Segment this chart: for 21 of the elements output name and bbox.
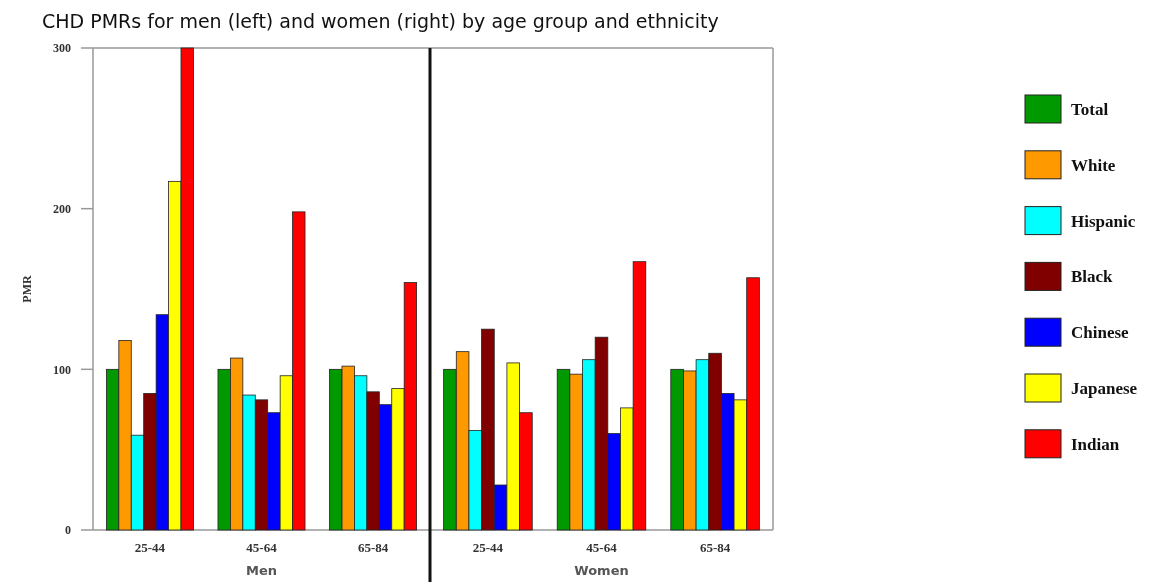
x-axis-title: Men <box>245 563 278 578</box>
y-tick-label: 200 <box>53 201 71 216</box>
legend-label: Indian <box>1071 434 1120 454</box>
legend-label: Black <box>1071 267 1114 287</box>
x-tick-label: 25-44 <box>134 540 166 555</box>
y-tick-label: 0 <box>65 523 71 538</box>
x-tick-label: 45-64 <box>586 540 618 555</box>
x-tick-label: 65-84 <box>699 540 731 555</box>
legend-label: Total <box>1071 99 1109 119</box>
legend-label: White <box>1071 155 1116 175</box>
y-tick-label: 300 <box>53 41 71 56</box>
x-tick-label: 65-84 <box>357 540 389 555</box>
chart-title: CHD PMRs for men (left) and women (right) by age group and ethnicity <box>42 10 719 32</box>
x-tick-label: 25-44 <box>472 540 504 555</box>
x-tick-label: 45-64 <box>246 540 278 555</box>
legend-label: Japanese <box>1071 378 1138 398</box>
legend-label: Hispanic <box>1071 211 1136 231</box>
x-axis-title: Women <box>574 563 629 578</box>
legend-label: Chinese <box>1071 323 1130 343</box>
y-axis-title: PMR <box>20 275 34 303</box>
y-tick-label: 100 <box>53 362 71 377</box>
